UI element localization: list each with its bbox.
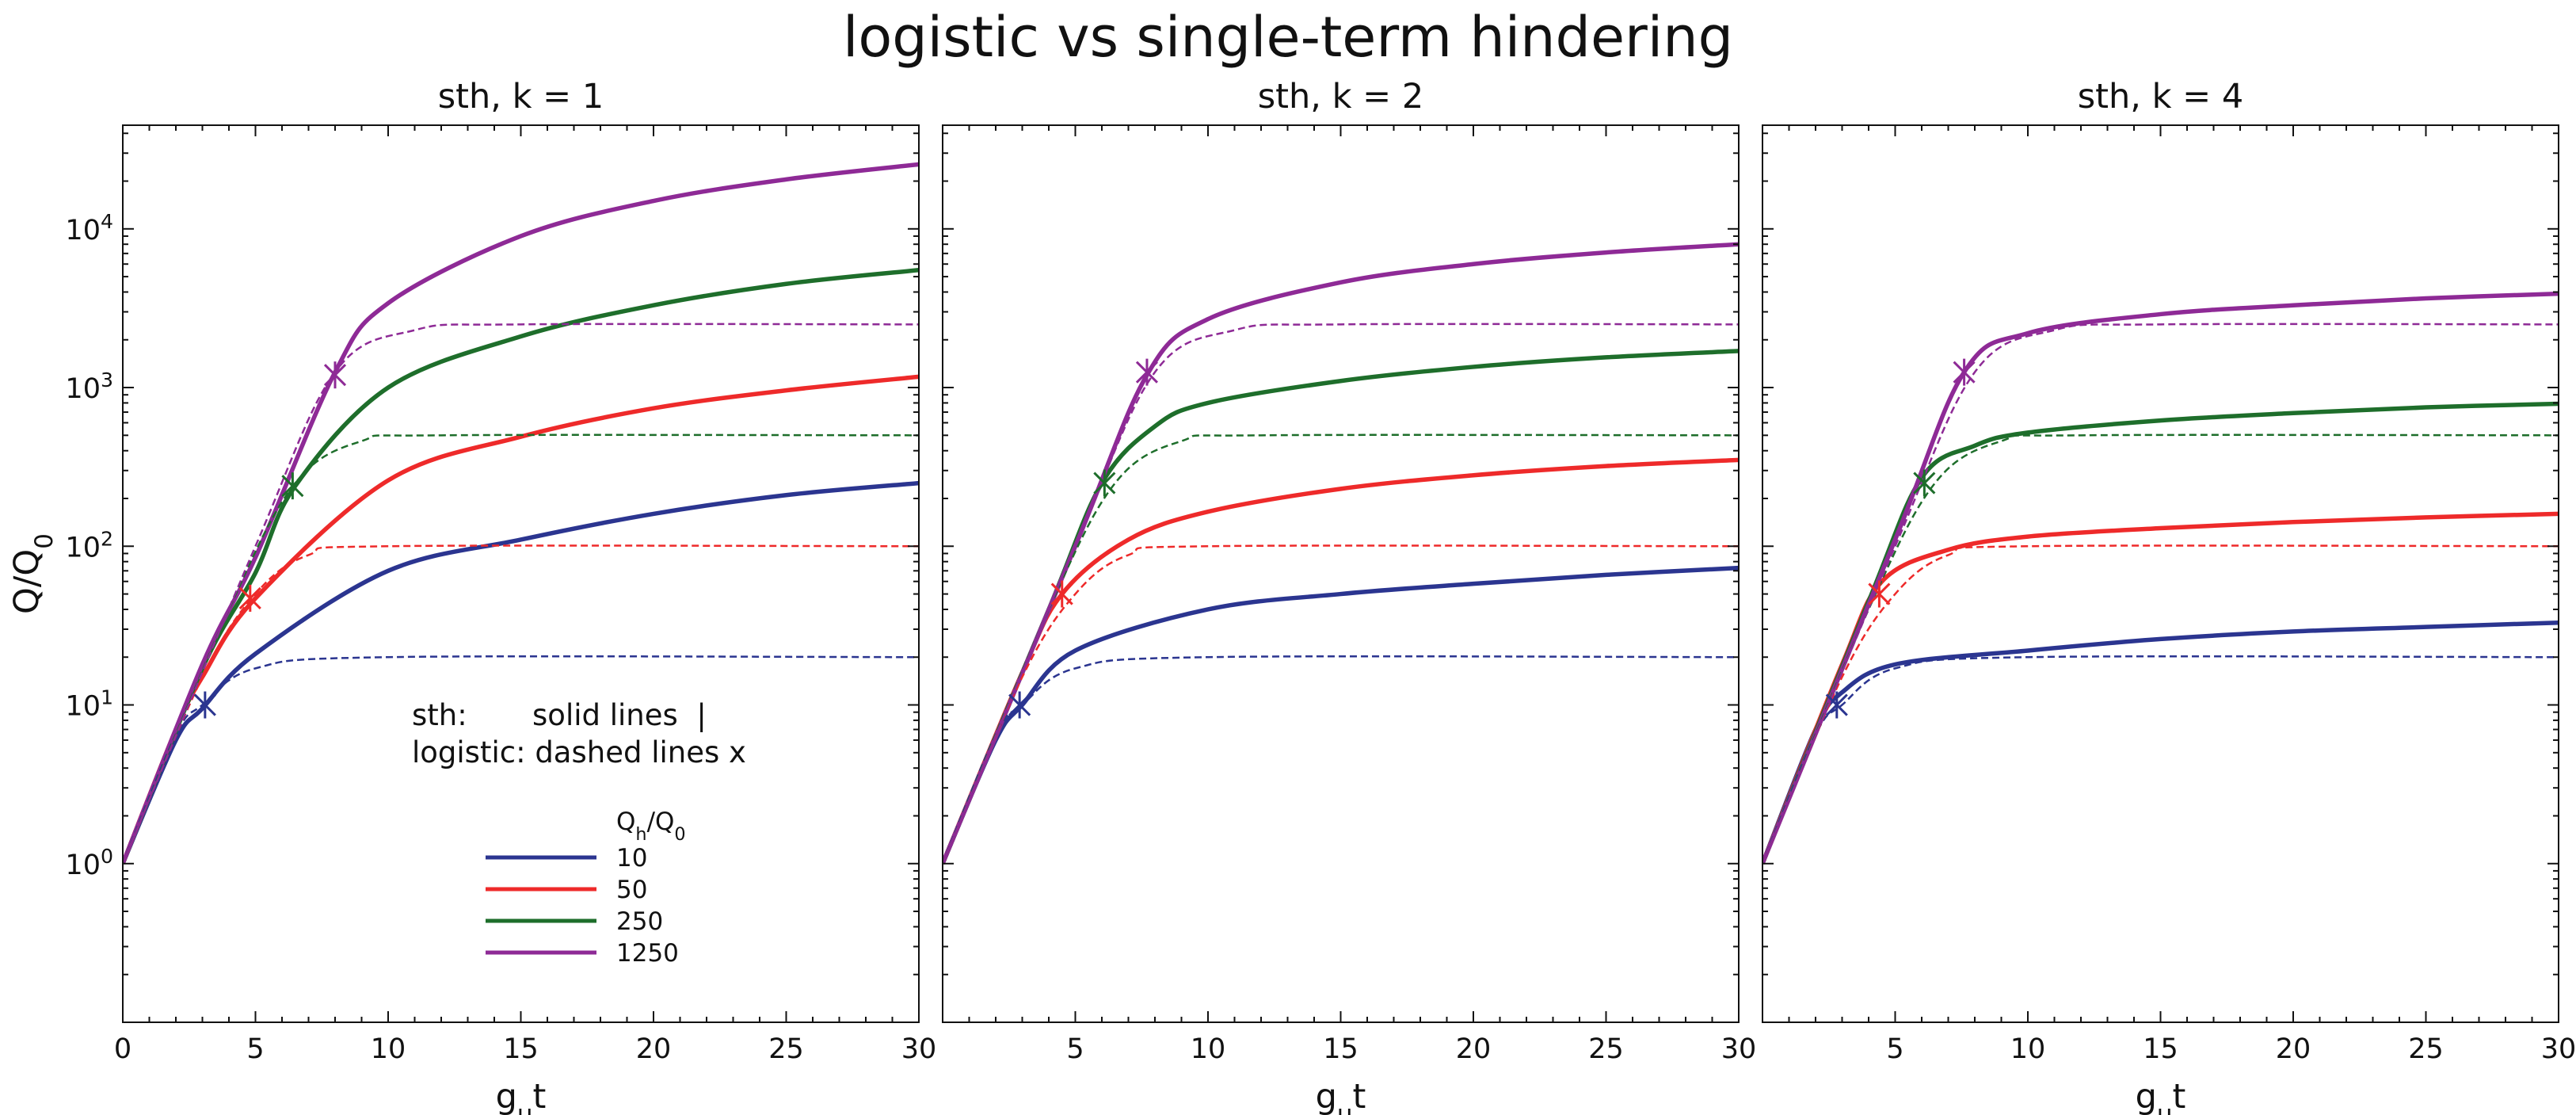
legend-label-1250: 1250: [616, 939, 679, 968]
x-tick-label: 20: [636, 1033, 672, 1065]
marker-1250: [323, 361, 347, 389]
y-tick-label: 102: [65, 527, 113, 564]
plot-area: [943, 242, 1739, 865]
series-dashed-50: [1762, 544, 2559, 865]
series-solid-1250: [123, 162, 919, 865]
legend-label-250: 250: [616, 907, 663, 936]
series-solid-50: [123, 374, 919, 865]
marker-50: [1868, 580, 1891, 608]
annotation-line-2: logistic: dashed lines x: [412, 735, 746, 769]
x-tick-label: 15: [1323, 1033, 1358, 1065]
marker-1250: [1135, 358, 1159, 386]
marker-10: [1008, 691, 1031, 719]
x-axis-label: gut: [1316, 1077, 1366, 1115]
plot-area: [1762, 291, 2559, 865]
legend-label-50: 50: [616, 876, 647, 904]
x-tick-label: 10: [1191, 1033, 1226, 1065]
series-solid-10: [1762, 620, 2559, 865]
series-dashed-250: [1762, 433, 2559, 865]
x-tick-label: 15: [503, 1033, 539, 1065]
panel-1: sth, k = 1 0 5 10 15 20 25 30 100 101 102 103 104 gut…: [7, 77, 936, 1115]
marker-1250: [1953, 358, 1976, 386]
marker-10: [1825, 691, 1848, 719]
x-tick-label: 5: [1066, 1033, 1084, 1065]
series-dashed-10: [1762, 655, 2559, 865]
y-tick-label: 103: [65, 368, 113, 406]
annotation: sth: solid lines |logistic: dashed lines…: [412, 698, 746, 769]
panel-2: sth, k = 2 5 10 15 20 25 30 gut: [942, 77, 1757, 1115]
marker-50: [1050, 580, 1073, 608]
x-axis-label: gut: [496, 1077, 547, 1115]
legend-title: Qh/Q0: [616, 808, 686, 845]
series-solid-50: [943, 457, 1739, 865]
x-tick-label: 0: [114, 1033, 131, 1065]
series-solid-250: [123, 268, 919, 865]
series-dashed-1250: [123, 323, 919, 865]
panel-title: sth, k = 4: [2078, 77, 2243, 116]
series-dashed-250: [123, 433, 919, 865]
x-tick-label: 10: [2010, 1033, 2046, 1065]
legend-label-10: 10: [616, 844, 647, 873]
x-tick-label: 15: [2143, 1033, 2178, 1065]
x-tick-label: 30: [2541, 1033, 2576, 1065]
series-solid-1250: [943, 242, 1739, 865]
series-solid-10: [943, 565, 1739, 865]
series-dashed-1250: [943, 323, 1739, 865]
panel-title: sth, k = 1: [438, 77, 604, 116]
x-tick-label: 5: [1886, 1033, 1903, 1065]
series-solid-10: [123, 480, 919, 865]
y-tick-label: 104: [65, 209, 113, 246]
x-tick-label: 20: [2276, 1033, 2311, 1065]
plot-area: [123, 162, 919, 865]
panel-3: sth, k = 4 5 10 15 20 25 30 gut: [1762, 77, 2576, 1115]
marker-250: [281, 472, 304, 500]
x-tick-label: 25: [768, 1033, 804, 1065]
marker-250: [1093, 469, 1116, 497]
y-axis-label: Q/Q0: [7, 533, 59, 614]
x-tick-label: 10: [371, 1033, 406, 1065]
x-tick-label: 25: [1588, 1033, 1624, 1065]
x-tick-label: 30: [901, 1033, 937, 1065]
series-solid-250: [1762, 401, 2559, 865]
series-dashed-10: [123, 655, 919, 865]
y-tick-label: 101: [65, 685, 113, 723]
series-dashed-1250: [1762, 323, 2559, 865]
marker-250: [1913, 469, 1936, 497]
panel-title: sth, k = 2: [1258, 77, 1423, 116]
x-tick-label: 25: [2408, 1033, 2444, 1065]
marker-10: [193, 691, 216, 719]
series-dashed-10: [943, 655, 1739, 865]
marker-50: [238, 584, 261, 612]
y-tick-label: 100: [65, 844, 113, 881]
annotation-line-1: sth: solid lines |: [412, 698, 707, 732]
x-axis-label: gut: [2136, 1077, 2186, 1115]
figure-title: logistic vs single-term hindering: [842, 5, 1734, 70]
x-tick-label: 30: [1721, 1033, 1757, 1065]
x-tick-label: 20: [1456, 1033, 1492, 1065]
x-tick-label: 5: [246, 1033, 264, 1065]
series-dashed-250: [943, 433, 1739, 865]
